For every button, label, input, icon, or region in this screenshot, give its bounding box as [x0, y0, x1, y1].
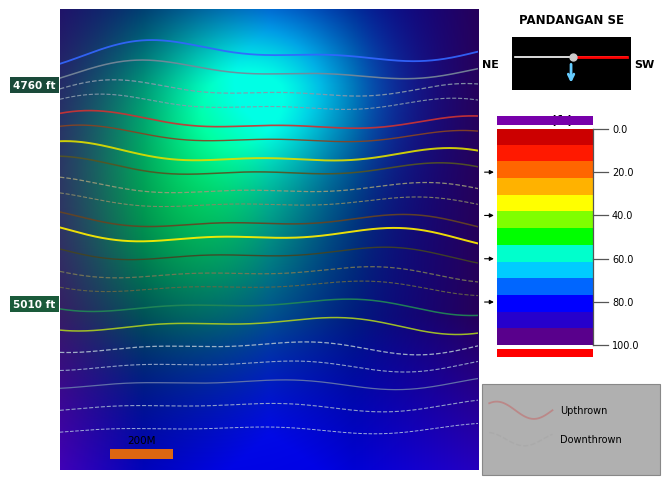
- Text: THROW (ft): THROW (ft): [497, 115, 572, 128]
- Text: Downthrown: Downthrown: [560, 434, 622, 444]
- Bar: [497, 349, 594, 358]
- Text: 40.0: 40.0: [612, 211, 633, 221]
- Text: 80.0: 80.0: [612, 298, 633, 307]
- Text: 200M: 200M: [127, 435, 155, 445]
- Bar: [482, 384, 660, 475]
- Text: SW: SW: [635, 60, 655, 70]
- Bar: [110, 449, 173, 459]
- Text: 5010 ft: 5010 ft: [13, 300, 56, 310]
- Text: Upthrown: Upthrown: [560, 406, 608, 415]
- Text: 4760 ft: 4760 ft: [13, 81, 56, 91]
- Text: 100.0: 100.0: [612, 341, 639, 350]
- Bar: [511, 38, 631, 91]
- Text: 0.0: 0.0: [612, 125, 627, 134]
- Bar: [497, 117, 594, 126]
- Text: NE: NE: [482, 60, 499, 70]
- Text: PANDANGAN SE: PANDANGAN SE: [519, 14, 623, 27]
- Text: 60.0: 60.0: [612, 254, 633, 264]
- Text: 20.0: 20.0: [612, 168, 633, 178]
